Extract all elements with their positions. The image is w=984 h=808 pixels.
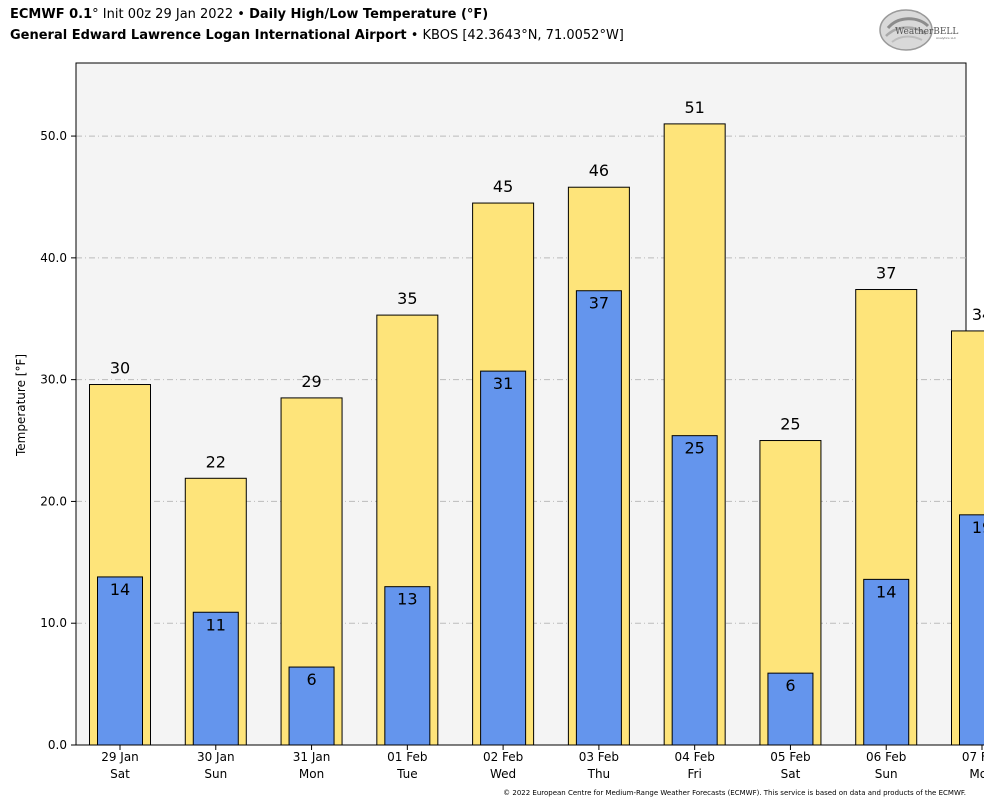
low-temp-label: 19 [972,518,984,537]
degree-symbol: ° [92,7,99,22]
low-temp-label: 11 [206,615,226,634]
low-temp-label: 25 [684,439,704,458]
low-temp-label: 37 [589,294,609,313]
product-name: Daily High/Low Temperature (°F) [249,7,489,22]
high-temp-label: 51 [684,98,704,117]
model-name: ECMWF 0.1 [10,7,93,22]
chart-title-line2: General Edward Lawrence Logan Internatio… [10,28,624,43]
high-temp-label: 45 [493,177,513,196]
x-tick-day: Sat [781,767,801,781]
y-tick-label: 30.0 [40,373,67,387]
high-temp-label: 34 [972,305,984,324]
x-tick-day: Sat [110,767,130,781]
x-tick-date: 31 Jan [293,750,331,764]
svg-text:WeatherBELL: WeatherBELL [895,27,958,37]
x-tick-date: 04 Feb [674,750,714,764]
high-temp-label: 29 [301,372,321,391]
x-tick-day: Mon [299,767,324,781]
low-temp-label: 6 [785,676,795,695]
y-tick-label: 20.0 [40,494,67,508]
weatherbell-logo: WeatherBELL Analytics LLC [879,9,958,51]
x-tick-day: Tue [396,767,418,781]
y-tick-label: 0.0 [48,738,67,752]
x-tick-date: 07 Feb [962,750,984,764]
low-temp-bar [575,290,622,746]
x-tick-date: 03 Feb [579,750,619,764]
x-tick-day: Sun [204,767,227,781]
low-temp-bar [767,672,814,746]
low-temp-bar [97,576,143,746]
high-temp-label: 22 [206,452,226,471]
init-time: Init 00z 29 Jan 2022 [98,7,238,22]
x-tick-date: 30 Jan [197,750,235,764]
low-temp-bar [480,370,527,746]
low-temp-label: 31 [493,374,513,393]
x-tick-day: Fri [688,767,702,781]
low-temp-label: 13 [397,590,417,609]
y-tick-label: 10.0 [40,616,67,630]
x-tick-day: Thu [587,767,611,781]
svg-text:Analytics LLC: Analytics LLC [936,36,956,40]
low-temp-label: 14 [110,580,130,599]
x-tick-date: 02 Feb [483,750,523,764]
high-temp-label: 35 [397,289,417,308]
high-temp-label: 30 [110,359,130,378]
y-tick-label: 50.0 [40,129,67,143]
separator-dot: • [410,28,419,43]
x-tick-day: Mon [969,767,984,781]
separator-dot: • [237,7,245,22]
copyright-footer: © 2022 European Centre for Medium-Range … [503,789,966,797]
low-temp-bar [959,514,984,746]
x-tick-date: 06 Feb [866,750,906,764]
station-info: KBOS [42.3643°N, 71.0052°W] [422,28,624,43]
low-temp-label: 14 [876,582,896,601]
x-tick-date: 05 Feb [770,750,810,764]
low-temp-bar [671,435,718,746]
x-tick-date: 01 Feb [387,750,427,764]
x-tick-date: 29 Jan [101,750,139,764]
low-temp-bar [863,578,910,746]
high-temp-label: 25 [780,415,800,434]
x-tick-day: Wed [490,767,516,781]
x-tick-day: Sun [875,767,898,781]
high-temp-label: 46 [589,161,609,180]
y-axis-label: Temperature [°F] [14,354,28,457]
low-temp-label: 6 [306,670,316,689]
station-name: General Edward Lawrence Logan Internatio… [10,28,407,43]
chart-title-line1: ECMWF 0.1° Init 00z 29 Jan 2022 • Daily … [10,7,488,22]
high-temp-label: 37 [876,264,896,283]
low-temp-bar [384,586,431,746]
y-tick-label: 40.0 [40,251,67,265]
low-temp-bar [192,611,239,746]
